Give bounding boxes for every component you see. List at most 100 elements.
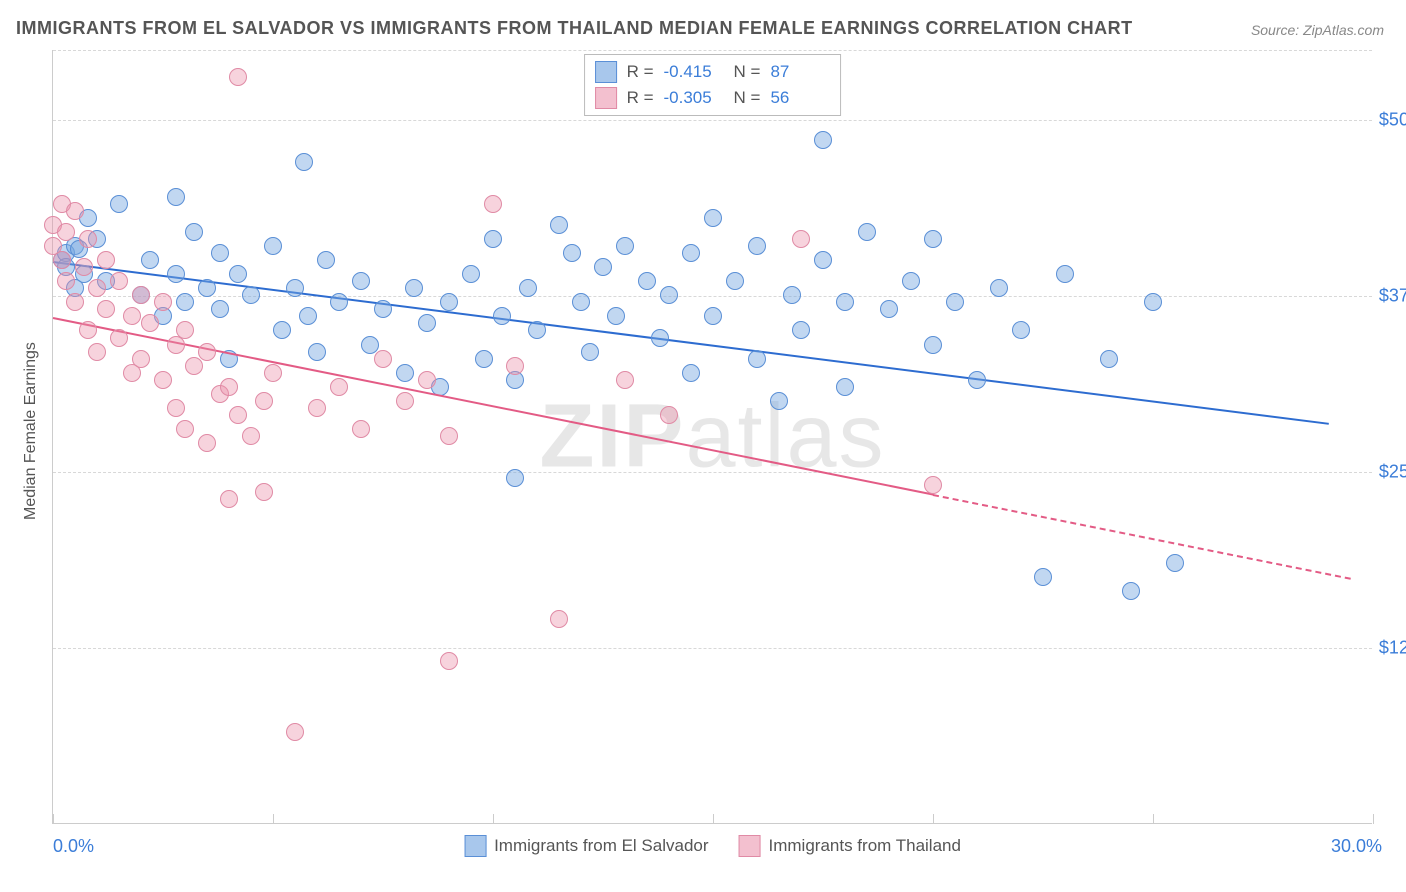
data-point <box>185 357 203 375</box>
trend-line <box>53 261 1329 425</box>
data-point <box>563 244 581 262</box>
data-point <box>1056 265 1074 283</box>
data-point <box>1166 554 1184 572</box>
stats-row-1: R = -0.415 N = 87 <box>595 59 831 85</box>
data-point <box>396 392 414 410</box>
data-point <box>572 293 590 311</box>
data-point <box>924 230 942 248</box>
trend-line <box>933 494 1351 580</box>
n-label: N = <box>734 62 761 82</box>
x-tick <box>1153 814 1154 824</box>
stats-legend: R = -0.415 N = 87 R = -0.305 N = 56 <box>584 54 842 116</box>
r-value-2: -0.305 <box>664 88 724 108</box>
data-point <box>308 399 326 417</box>
data-point <box>396 364 414 382</box>
data-point <box>748 350 766 368</box>
data-point <box>330 293 348 311</box>
data-point <box>185 223 203 241</box>
data-point <box>220 490 238 508</box>
data-point <box>229 265 247 283</box>
data-point <box>462 265 480 283</box>
data-point <box>176 293 194 311</box>
gridline <box>53 648 1372 649</box>
data-point <box>616 237 634 255</box>
data-point <box>880 300 898 318</box>
data-point <box>682 364 700 382</box>
data-point <box>88 279 106 297</box>
data-point <box>660 286 678 304</box>
legend-item-1: Immigrants from El Salvador <box>464 835 708 857</box>
data-point <box>255 392 273 410</box>
data-point <box>97 300 115 318</box>
data-point <box>299 307 317 325</box>
data-point <box>110 329 128 347</box>
y-tick-label: $25,000 <box>1379 462 1406 483</box>
data-point <box>968 371 986 389</box>
data-point <box>440 652 458 670</box>
data-point <box>242 427 260 445</box>
data-point <box>814 131 832 149</box>
x-tick <box>53 814 54 824</box>
data-point <box>550 610 568 628</box>
data-point <box>198 279 216 297</box>
x-tick <box>493 814 494 824</box>
data-point <box>651 329 669 347</box>
data-point <box>607 307 625 325</box>
data-point <box>1034 568 1052 586</box>
data-point <box>1012 321 1030 339</box>
data-point <box>211 244 229 262</box>
data-point <box>66 202 84 220</box>
r-value-1: -0.415 <box>664 62 724 82</box>
n-label: N = <box>734 88 761 108</box>
x-tick <box>933 814 934 824</box>
gridline <box>53 472 1372 473</box>
data-point <box>198 343 216 361</box>
data-point <box>154 371 172 389</box>
data-point <box>792 230 810 248</box>
data-point <box>97 251 115 269</box>
data-point <box>418 314 436 332</box>
legend-item-2: Immigrants from Thailand <box>739 835 961 857</box>
data-point <box>990 279 1008 297</box>
data-point <box>374 300 392 318</box>
data-point <box>57 223 75 241</box>
y-tick-label: $50,000 <box>1379 110 1406 131</box>
data-point <box>176 321 194 339</box>
r-label: R = <box>627 62 654 82</box>
data-point <box>484 230 502 248</box>
data-point <box>132 350 150 368</box>
swatch-series-1 <box>595 61 617 83</box>
data-point <box>66 293 84 311</box>
data-point <box>286 279 304 297</box>
data-point <box>814 251 832 269</box>
data-point <box>295 153 313 171</box>
n-value-2: 56 <box>770 88 830 108</box>
stats-row-2: R = -0.305 N = 56 <box>595 85 831 111</box>
data-point <box>79 321 97 339</box>
x-tick <box>713 814 714 824</box>
data-point <box>75 258 93 276</box>
data-point <box>79 230 97 248</box>
data-point <box>418 371 436 389</box>
data-point <box>704 209 722 227</box>
data-point <box>726 272 744 290</box>
legend-label-2: Immigrants from Thailand <box>769 836 961 856</box>
swatch-series-2 <box>595 87 617 109</box>
data-point <box>924 336 942 354</box>
data-point <box>594 258 612 276</box>
data-point <box>506 357 524 375</box>
swatch-series-2 <box>739 835 761 857</box>
data-point <box>242 286 260 304</box>
data-point <box>902 272 920 290</box>
data-point <box>286 723 304 741</box>
data-point <box>836 378 854 396</box>
data-point <box>308 343 326 361</box>
data-point <box>229 68 247 86</box>
data-point <box>141 251 159 269</box>
data-point <box>211 300 229 318</box>
data-point <box>792 321 810 339</box>
data-point <box>57 272 75 290</box>
data-point <box>53 251 71 269</box>
data-point <box>1122 582 1140 600</box>
source-attribution: Source: ZipAtlas.com <box>1251 22 1384 38</box>
